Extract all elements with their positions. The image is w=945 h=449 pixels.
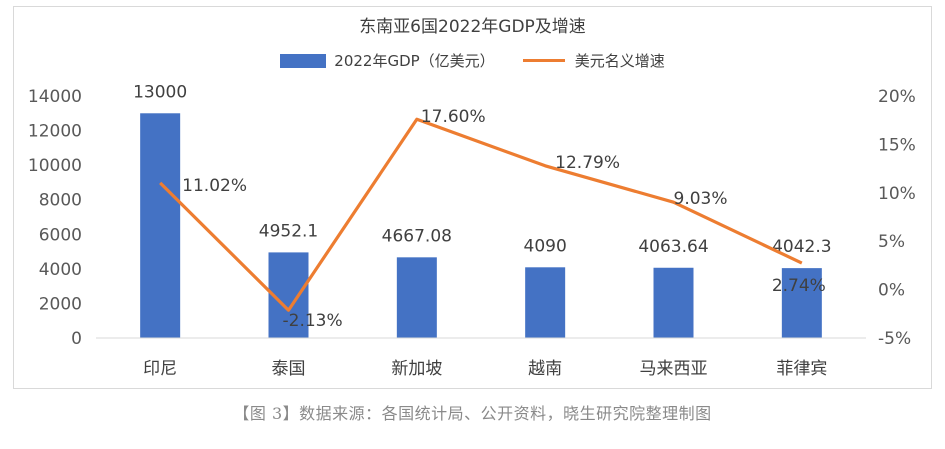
line-growth xyxy=(159,117,803,312)
y-right-tick-label: 20% xyxy=(878,87,916,107)
y-left-tick-label: 6000 xyxy=(39,225,82,245)
y-left-tick-label: 4000 xyxy=(39,260,82,280)
bar-data-label: 4063.64 xyxy=(638,237,708,257)
y-left-tick-label: 8000 xyxy=(39,191,82,211)
line-data-label: 11.02% xyxy=(182,176,247,196)
line-data-label: 2.74% xyxy=(772,276,826,296)
y-right-tick-label: 15% xyxy=(878,135,916,155)
y-left-tick-label: 14000 xyxy=(28,87,82,107)
x-tick-label: 越南 xyxy=(528,359,562,379)
bar-gdp xyxy=(140,113,181,339)
y-left-tick-label: 12000 xyxy=(28,122,82,142)
bar-data-label: 4952.1 xyxy=(259,221,318,241)
x-tick-label: 印尼 xyxy=(143,359,177,379)
y-right-tick-label: 5% xyxy=(878,232,905,252)
line-data-label: -2.13% xyxy=(283,311,343,331)
y-right-tick-label: 10% xyxy=(878,184,916,204)
bar-gdp xyxy=(781,268,822,338)
x-tick-label: 泰国 xyxy=(272,359,306,379)
bar-gdp xyxy=(396,257,437,338)
legend-swatch-bar xyxy=(280,53,327,68)
bar-data-label: 13000 xyxy=(133,82,187,102)
line-data-label: 9.03% xyxy=(674,189,728,209)
bar-data-label: 4090 xyxy=(524,236,567,256)
bar-data-label: 4667.08 xyxy=(382,226,452,246)
bar-data-label: 4042.3 xyxy=(772,237,831,257)
line-data-label: 17.60% xyxy=(421,107,486,127)
y-left-tick-label: 0 xyxy=(71,329,82,349)
legend-label-growth: 美元名义增速 xyxy=(574,52,665,70)
legend-item-gdp: 2022年GDP（亿美元） xyxy=(280,50,495,71)
chart-title: 东南亚6国2022年GDP及增速 xyxy=(359,17,586,37)
y-left-tick-label: 10000 xyxy=(28,156,82,176)
y-right-tick-label: 0% xyxy=(878,281,905,301)
legend-swatch-line xyxy=(522,59,565,62)
line-data-label: 12.79% xyxy=(555,153,620,173)
x-tick-label: 新加坡 xyxy=(391,359,442,379)
bar-gdp xyxy=(653,267,694,338)
chart-legend: 2022年GDP（亿美元） 美元名义增速 xyxy=(0,50,945,71)
x-tick-label: 马来西亚 xyxy=(640,359,708,379)
x-tick-label: 菲律宾 xyxy=(776,359,827,379)
y-left-tick-label: 2000 xyxy=(39,294,82,314)
source-caption: 【图 3】数据来源：各国统计局、公开资料，晓生研究院整理制图 xyxy=(233,404,712,423)
legend-item-growth: 美元名义增速 xyxy=(522,50,665,71)
legend-label-gdp: 2022年GDP（亿美元） xyxy=(334,52,495,70)
y-right-tick-label: -5% xyxy=(878,329,911,349)
bar-gdp xyxy=(525,267,566,338)
